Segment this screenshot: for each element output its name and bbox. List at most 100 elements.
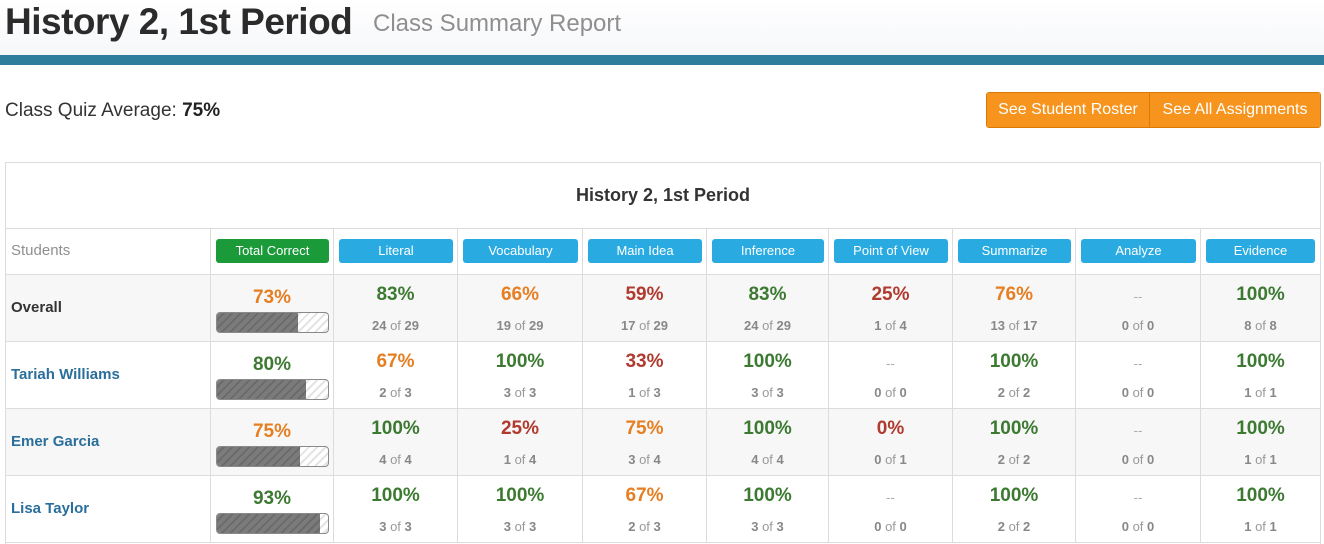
column-pill-summarize[interactable]: Summarize <box>958 239 1071 263</box>
skill-count: 3 of 3 <box>458 385 582 400</box>
skill-count-total: 0 <box>899 385 907 400</box>
column-pill-total-correct[interactable]: Total Correct <box>216 239 329 263</box>
skill-percent: 100% <box>1236 351 1285 372</box>
total-correct-cell: 75% <box>211 409 334 475</box>
skill-count-total: 3 <box>404 385 412 400</box>
skill-count-of: of <box>1008 318 1020 333</box>
skill-count-of: of <box>762 385 773 400</box>
column-header-evidence: Evidence <box>1201 229 1320 274</box>
column-header-main-idea: Main Idea <box>583 229 707 274</box>
skill-count-of: of <box>639 452 650 467</box>
skill-count: 0 of 0 <box>1076 318 1200 333</box>
skill-count-correct: 3 <box>628 452 636 467</box>
student-name-cell: Tariah Williams <box>6 342 211 408</box>
skill-cell-evidence: 100% 1 of 1 <box>1201 476 1320 542</box>
column-pill-point-of-view[interactable]: Point of View <box>834 239 948 263</box>
table-row: Lisa Taylor 93% 100% 3 of 3 100% 3 of 3 67% 2 o… <box>6 476 1320 543</box>
skill-count-total: 4 <box>653 452 661 467</box>
skill-percent: 100% <box>989 418 1039 439</box>
skill-count-of: of <box>885 385 896 400</box>
skill-count-correct: 4 <box>751 452 759 467</box>
total-correct-percent: 80% <box>252 354 292 375</box>
see-all-assignments-button[interactable]: See All Assignments <box>1150 93 1320 127</box>
table-row: Overall 73% 83% 24 of 29 66% 19 of 29 59% 17 of… <box>6 275 1320 342</box>
skill-cell-point-of-view: 0% 0 of 1 <box>829 409 953 475</box>
skill-count-correct: 1 <box>874 318 882 333</box>
skill-count-correct: 3 <box>379 519 387 534</box>
skill-count-total: 17 <box>1023 318 1038 333</box>
skill-percent: 76% <box>994 284 1034 305</box>
skill-count: 0 of 1 <box>829 452 952 467</box>
total-correct-cell: 73% <box>211 275 334 341</box>
column-header-vocabulary: Vocabulary <box>458 229 583 274</box>
skill-count-correct: 2 <box>628 519 636 534</box>
skill-count: 13 of 17 <box>953 318 1075 333</box>
skill-count-correct: 1 <box>1244 519 1252 534</box>
column-header-point-of-view: Point of View <box>829 229 953 274</box>
skill-count-correct: 1 <box>628 385 636 400</box>
progress-bar-fill <box>217 514 321 533</box>
column-pill-evidence[interactable]: Evidence <box>1206 239 1315 263</box>
skill-count: 1 of 3 <box>583 385 706 400</box>
skill-cell-literal: 100% 4 of 4 <box>334 409 458 475</box>
skill-count-correct: 3 <box>503 519 511 534</box>
progress-bar-fill <box>217 380 306 399</box>
total-correct-cell: 93% <box>211 476 334 542</box>
skill-count-correct: 24 <box>743 318 759 333</box>
skill-count-correct: 3 <box>751 519 759 534</box>
skill-count-total: 2 <box>1023 385 1031 400</box>
skill-count-total: 3 <box>529 519 537 534</box>
total-correct-progress-bar <box>216 379 329 400</box>
skill-count-correct: 0 <box>874 519 882 534</box>
skill-count: 1 of 1 <box>1201 385 1320 400</box>
skill-count-total: 1 <box>899 452 907 467</box>
column-pill-literal[interactable]: Literal <box>339 239 453 263</box>
student-name-link[interactable]: Tariah Williams <box>11 366 120 383</box>
skill-count-of: of <box>1008 452 1020 467</box>
column-pill-vocabulary[interactable]: Vocabulary <box>463 239 578 263</box>
skill-count: 3 of 3 <box>334 519 457 534</box>
student-name-link[interactable]: Emer Garcia <box>11 433 100 450</box>
student-name-link[interactable]: Lisa Taylor <box>11 500 90 517</box>
skill-percent: 0% <box>876 418 905 439</box>
skill-count-correct: 1 <box>1244 452 1252 467</box>
column-header-total-correct: Total Correct <box>211 229 334 274</box>
skill-count-total: 3 <box>653 519 661 534</box>
skill-cell-point-of-view: 25% 1 of 4 <box>829 275 953 341</box>
skill-percent: 100% <box>1236 418 1285 439</box>
column-pill-inference[interactable]: Inference <box>712 239 824 263</box>
skill-count-total: 3 <box>404 519 412 534</box>
skill-percent: 100% <box>495 485 545 506</box>
skill-count-total: 29 <box>653 318 669 333</box>
skill-count-correct: 0 <box>1121 385 1129 400</box>
skill-count-total: 1 <box>1269 519 1277 534</box>
skill-count-total: 0 <box>1147 385 1155 400</box>
progress-bar-fill <box>217 447 301 466</box>
skill-percent: 25% <box>871 284 910 305</box>
action-button-group: See Student Roster See All Assignments <box>986 92 1321 128</box>
total-correct-percent: 75% <box>252 421 292 442</box>
skill-percent: 100% <box>743 351 792 372</box>
skill-percent: 100% <box>989 485 1039 506</box>
skill-cell-inference: 83% 24 of 29 <box>707 275 829 341</box>
skill-count: 2 of 2 <box>953 385 1075 400</box>
skill-cell-literal: 83% 24 of 29 <box>334 275 458 341</box>
column-pill-analyze[interactable]: Analyze <box>1081 239 1196 263</box>
column-header-summarize: Summarize <box>953 229 1076 274</box>
skill-count-of: of <box>390 519 401 534</box>
skill-count-correct: 2 <box>379 385 387 400</box>
skill-count-correct: 2 <box>997 452 1005 467</box>
skill-count-of: of <box>514 519 526 534</box>
column-pill-main-idea[interactable]: Main Idea <box>588 239 702 263</box>
skill-count-correct: 0 <box>1121 519 1129 534</box>
skill-percent: 100% <box>495 351 545 372</box>
skill-count-correct: 17 <box>620 318 636 333</box>
summary-table: History 2, 1st Period Students Total Cor… <box>5 162 1321 544</box>
total-correct-percent: 73% <box>252 287 292 308</box>
skill-cell-inference: 100% 3 of 3 <box>707 342 829 408</box>
skill-count-total: 4 <box>776 452 784 467</box>
skill-cell-main-idea: 75% 3 of 4 <box>583 409 707 475</box>
skill-count: 2 of 3 <box>583 519 706 534</box>
skill-count-of: of <box>885 318 896 333</box>
see-student-roster-button[interactable]: See Student Roster <box>987 93 1150 127</box>
